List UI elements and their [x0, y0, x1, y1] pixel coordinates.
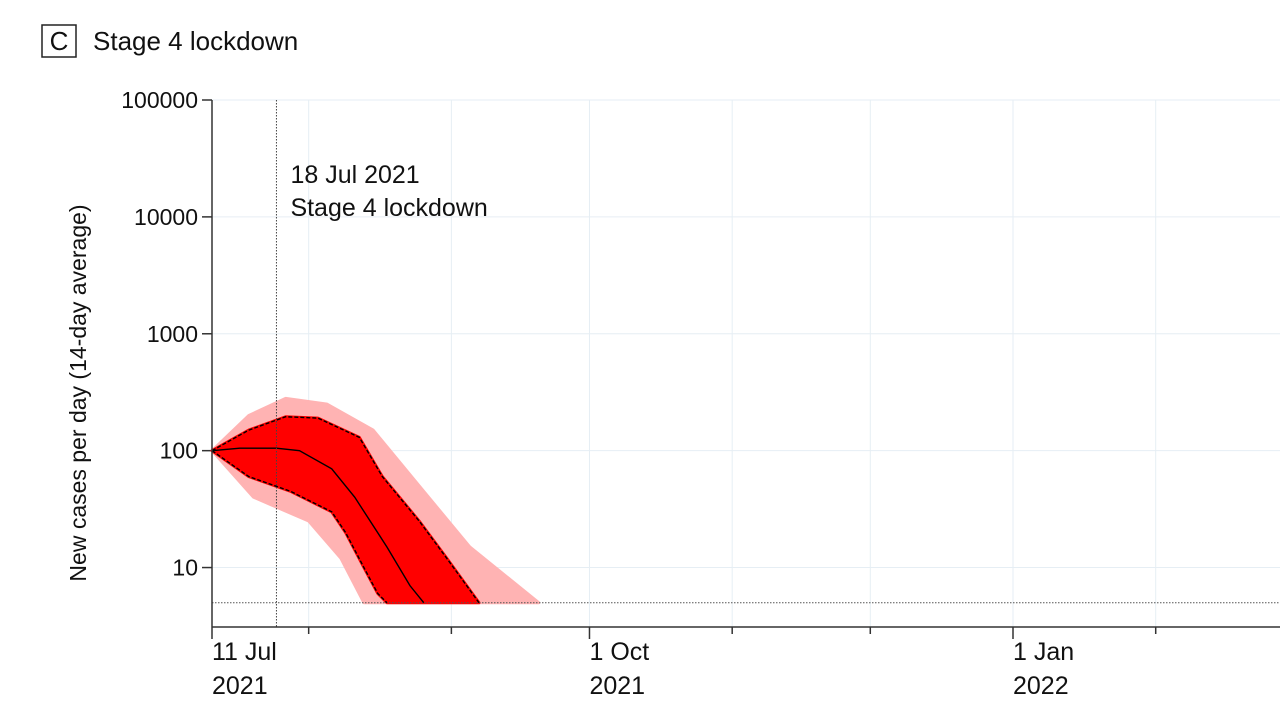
- y-tick-label: 10: [172, 555, 198, 581]
- series-line: [211, 450, 388, 604]
- panel-label: C: [50, 26, 69, 56]
- y-tick-label: 1000: [147, 321, 198, 347]
- y-axis-label: New cases per day (14-day average): [65, 204, 91, 581]
- x-tick-label: 11 Jul 2021: [212, 638, 277, 700]
- panel-box: [41, 24, 77, 58]
- series-line: [211, 447, 425, 604]
- y-tick-label: 100000: [121, 87, 198, 113]
- series-line: [211, 416, 480, 604]
- y-tick-label: 10000: [134, 204, 198, 230]
- event-annotation: Stage 4 lockdown: [290, 194, 487, 222]
- chart-title: Stage 4 lockdown: [93, 26, 298, 56]
- x-tick-label: 1 Jan 2022: [1013, 638, 1074, 700]
- x-tick-label: 1 Oct 2021: [589, 638, 649, 700]
- event-annotation: 18 Jul 2021: [290, 161, 419, 189]
- y-tick-label: 100: [160, 438, 198, 464]
